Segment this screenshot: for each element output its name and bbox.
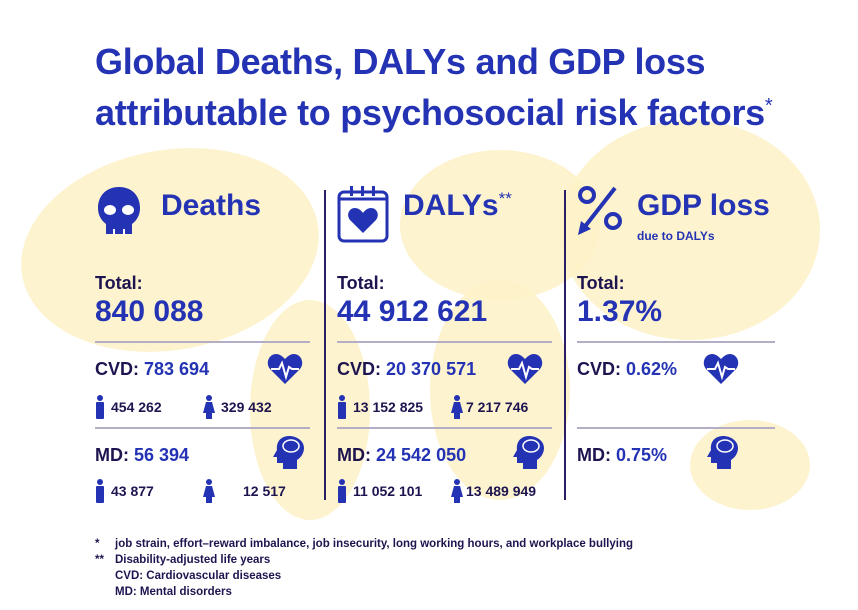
footnote-mark (95, 568, 115, 584)
column-divider (564, 190, 566, 500)
footnote-text: CVD: Cardiovascular diseases (115, 570, 282, 582)
footnotes: * job strain, effort–reward imbalance, jo… (95, 536, 633, 600)
footnote-mark: ** (95, 554, 104, 566)
calendar-heart-icon (337, 186, 389, 243)
divider (95, 341, 310, 343)
total-value: 840 088 (95, 295, 204, 328)
column-divider (324, 190, 326, 500)
md-value: 0.75% (616, 445, 668, 465)
female-value: 7 217 746 (466, 399, 529, 415)
footnote-mark: * (95, 538, 100, 550)
male-icon (96, 395, 104, 419)
title-footnote-mark: * (764, 95, 773, 117)
cvd-gender-row: 454 262 329 432 (95, 395, 272, 419)
brain-head-icon (273, 436, 304, 469)
brain-head-icon (707, 436, 738, 469)
cvd-row: CVD: 20 370 571 (337, 359, 476, 380)
footnote-mark (95, 584, 115, 600)
male-icon (96, 479, 104, 503)
cvd-label: CVD: (95, 359, 139, 379)
title-line-2: attributable to psychosocial risk factor… (95, 92, 765, 133)
dalys-header-text: DALYs (403, 189, 499, 222)
skull-icon (98, 187, 140, 235)
divider (577, 427, 775, 429)
male-value: 454 262 (111, 399, 162, 415)
total-label: Total: (95, 273, 143, 293)
female-icon (451, 479, 463, 503)
female-value: 12 517 (243, 483, 286, 499)
female-value: 329 432 (221, 399, 272, 415)
male-value: 11 052 101 (353, 483, 423, 499)
female-icon (203, 479, 215, 503)
total-label: Total: (337, 273, 385, 293)
footnote-text: Disability-adjusted life years (115, 554, 271, 566)
divider (337, 341, 552, 343)
divider (337, 427, 552, 429)
md-value: 24 542 050 (376, 445, 467, 465)
male-icon (338, 479, 346, 503)
cvd-label: CVD: (577, 359, 621, 379)
page-title: Global Deaths, DALYs and GDP loss attrib… (95, 40, 773, 135)
deaths-header: Deaths (161, 189, 262, 222)
md-row: MD: 24 542 050 (337, 445, 466, 466)
brain-head-icon (513, 436, 544, 469)
dalys-column: DALYs** Total: 44 912 621 CVD: 20 370 57… (337, 185, 557, 503)
md-gender-row: 43 877 12 517 (95, 479, 286, 503)
md-label: MD: (95, 445, 129, 465)
footnote-mark: ** (498, 189, 512, 208)
cvd-value: 783 694 (144, 359, 210, 379)
heart-pulse-icon (703, 354, 739, 384)
female-icon (451, 395, 463, 419)
total-value: 1.37% (577, 295, 663, 328)
female-value: 13 489 949 (466, 483, 537, 499)
gdp-header: GDP loss (637, 189, 770, 222)
md-label: MD: (577, 445, 611, 465)
cvd-value: 0.62% (626, 359, 678, 379)
percent-down-icon (578, 186, 622, 235)
deaths-column: Deaths Total: 840 088 CVD: 783 694 454 2… (95, 185, 315, 503)
md-gender-row: 11 052 101 13 489 949 (337, 479, 536, 503)
md-label: MD: (337, 445, 371, 465)
cvd-label: CVD: (337, 359, 381, 379)
total-value: 44 912 621 (337, 295, 488, 328)
cvd-value: 20 370 571 (386, 359, 477, 379)
male-value: 43 877 (111, 483, 154, 499)
heart-pulse-icon (267, 354, 303, 384)
total-label: Total: (577, 273, 625, 293)
male-value: 13 152 825 (353, 399, 424, 415)
dalys-header: DALYs** (403, 189, 512, 223)
title-line-1: Global Deaths, DALYs and GDP loss (95, 41, 706, 82)
gdp-column: GDP loss due to DALYs Total: 1.37% CVD: … (577, 185, 797, 469)
footnote-text: MD: Mental disorders (115, 586, 232, 598)
footnote-text: job strain, effort–reward imbalance, job… (115, 538, 634, 550)
cvd-row: CVD: 783 694 (95, 359, 209, 380)
divider (577, 341, 775, 343)
male-icon (338, 395, 346, 419)
cvd-gender-row: 13 152 825 7 217 746 (337, 395, 528, 419)
md-row: MD: 56 394 (95, 445, 189, 466)
gdp-subheader: due to DALYs (637, 229, 715, 243)
md-value: 56 394 (134, 445, 190, 465)
md-row: MD: 0.75% (577, 445, 667, 466)
cvd-row: CVD: 0.62% (577, 359, 677, 380)
divider (95, 427, 310, 429)
heart-pulse-icon (507, 354, 543, 384)
female-icon (203, 395, 215, 419)
